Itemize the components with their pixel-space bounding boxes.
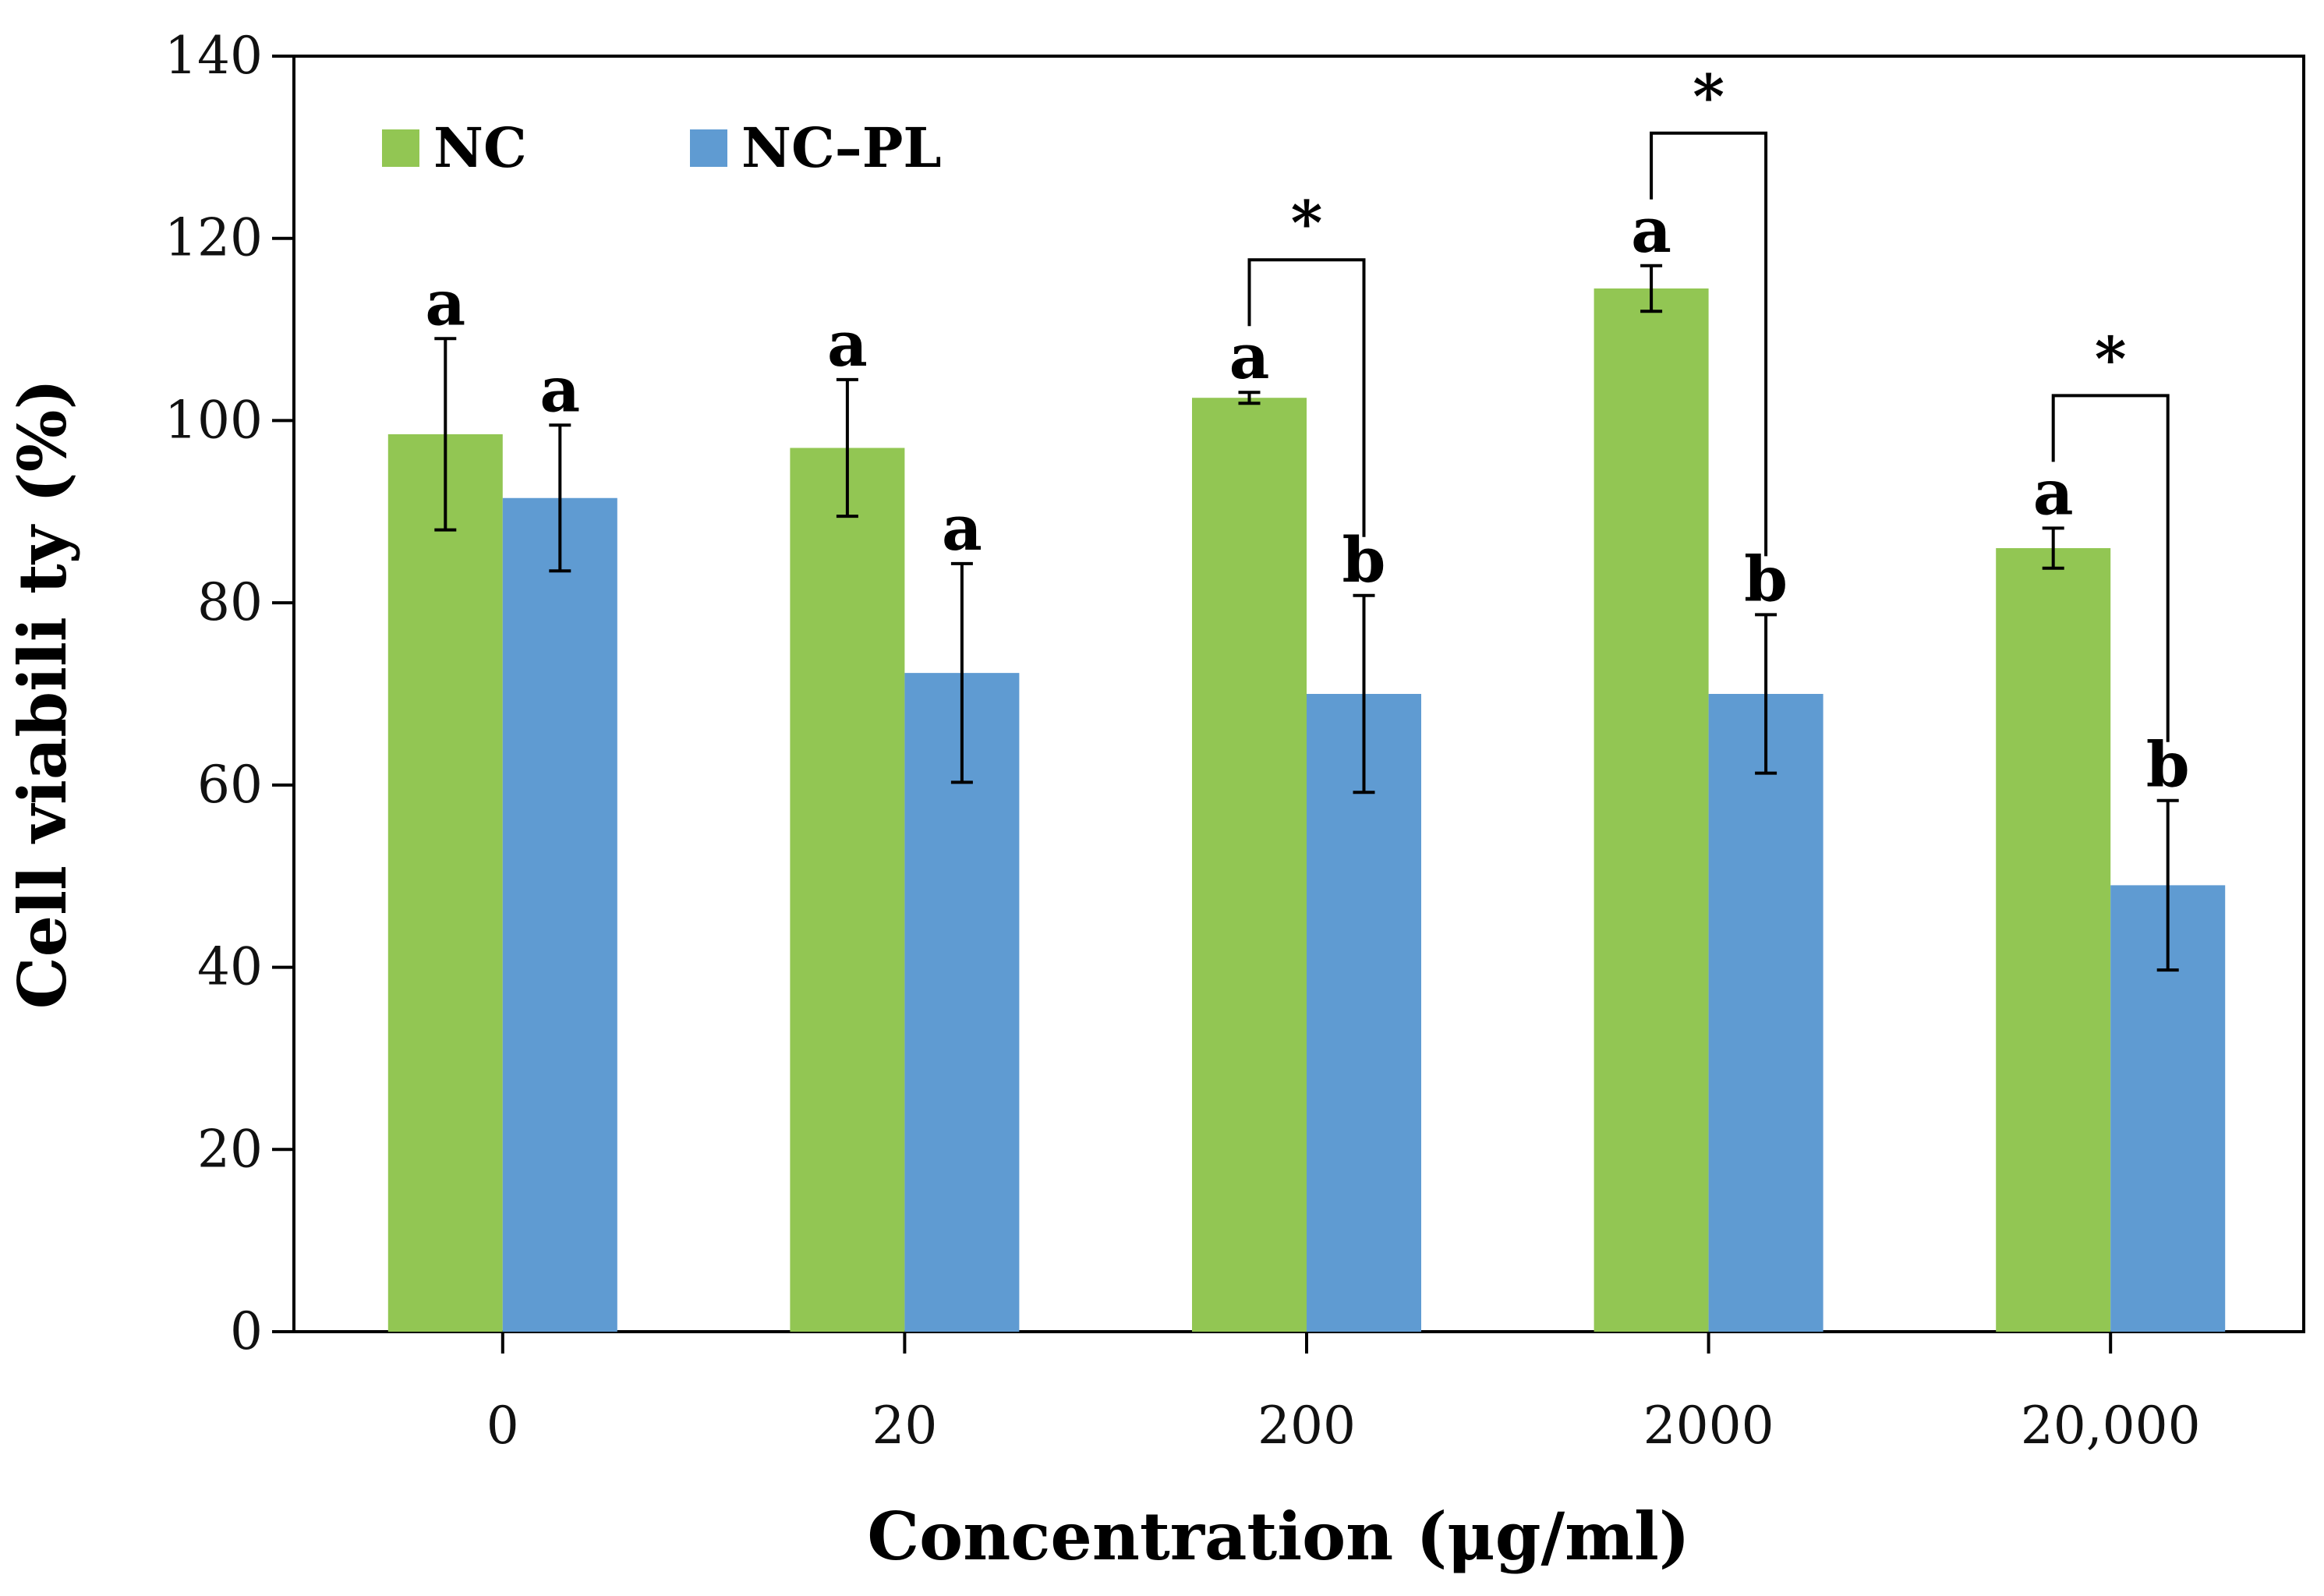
- y-tick-label: 60: [197, 755, 263, 815]
- y-tick-label: 20: [197, 1119, 263, 1179]
- x-axis: 0 20 200 2000 20,000: [486, 1332, 2201, 1456]
- y-axis: 0 20 40 60 80 100 120 140: [164, 26, 294, 1361]
- bar-nc: [1594, 288, 1709, 1332]
- group-letter: b: [1342, 523, 1386, 596]
- group-letter: a: [827, 307, 868, 380]
- x-tick-label: 200: [1258, 1396, 1356, 1456]
- legend-label: NC–PL: [741, 115, 942, 180]
- legend-swatch: [382, 129, 419, 167]
- legend: NC NC–PL: [382, 115, 942, 180]
- significance-star: *: [1291, 188, 1323, 259]
- significance-star: *: [2095, 324, 2127, 395]
- error-bars: [434, 264, 2179, 972]
- bar-nc: [387, 434, 503, 1332]
- bar-ncpl: [502, 497, 617, 1332]
- y-tick-label: 0: [230, 1301, 263, 1361]
- group-letter: a: [425, 266, 465, 339]
- group-letter: b: [2146, 728, 2190, 802]
- group-letter: a: [1631, 193, 1671, 267]
- x-tick-label: 20: [872, 1396, 937, 1456]
- legend-swatch: [690, 129, 727, 167]
- group-letter: a: [942, 491, 982, 564]
- x-tick-label: 20,000: [2021, 1396, 2201, 1456]
- significance-brackets: * * *: [1247, 62, 2170, 742]
- bar-nc: [1996, 548, 2111, 1332]
- bar-ncpl: [1708, 694, 1823, 1332]
- group-letter: a: [2033, 455, 2074, 529]
- y-tick-label: 100: [164, 390, 263, 450]
- legend-label: NC: [433, 115, 527, 180]
- y-tick-label: 40: [197, 937, 263, 997]
- y-tick-label: 120: [164, 208, 263, 268]
- bar-nc: [1192, 398, 1307, 1332]
- x-tick-label: 0: [486, 1396, 519, 1456]
- significance-bracket: [1650, 131, 1768, 557]
- x-axis-title: Concentration (μg/ml): [867, 1498, 1689, 1575]
- significance-bracket: [1247, 258, 1366, 537]
- significance-bracket: [2051, 394, 2170, 742]
- group-letter: b: [1744, 542, 1788, 615]
- bar-nc: [790, 448, 905, 1332]
- group-letter: a: [539, 352, 580, 426]
- y-tick-label: 80: [197, 572, 263, 632]
- group-letter: a: [1229, 320, 1270, 393]
- significance-star: *: [1693, 62, 1724, 133]
- bar-ncpl: [1307, 694, 1421, 1332]
- group-letters: a a a a a a a b b b: [425, 193, 2189, 802]
- x-tick-label: 2000: [1643, 1396, 1774, 1456]
- y-axis-title: Cell viabili ty (%): [4, 379, 81, 1009]
- y-tick-label: 140: [164, 26, 263, 86]
- bars: [387, 288, 2226, 1332]
